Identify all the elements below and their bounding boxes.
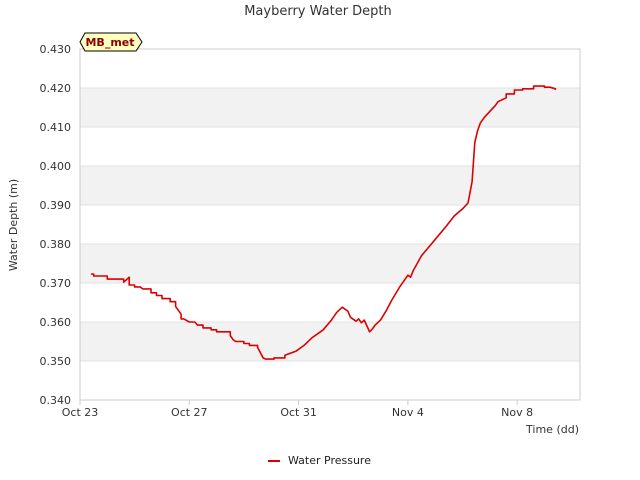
y-tick-label: 0.360 <box>40 316 72 329</box>
gridlines <box>80 87 580 362</box>
plot-band <box>80 88 580 127</box>
x-axis-ticks: Oct 23 Oct 27 Oct 31 Nov 4 Nov 8 <box>62 400 533 419</box>
y-tick-label: 0.430 <box>40 43 72 56</box>
x-axis-label: Time (dd) <box>525 423 579 436</box>
plot-area-border <box>79 48 581 401</box>
plot-band <box>80 166 580 205</box>
y-tick-label: 0.400 <box>40 160 72 173</box>
y-tick-label: 0.380 <box>40 238 72 251</box>
y-tick-label: 0.410 <box>40 121 72 134</box>
y-tick-label: 0.340 <box>40 394 72 407</box>
legend: Water Pressure <box>268 454 371 467</box>
x-tick-label: Oct 23 <box>62 406 99 419</box>
site-badge-label: MB_met <box>85 36 134 49</box>
x-tick-label: Oct 27 <box>171 406 208 419</box>
site-badge-shape <box>79 32 143 52</box>
y-tick-label: 0.370 <box>40 277 72 290</box>
plot-background-bands <box>80 88 580 361</box>
legend-label-water-pressure: Water Pressure <box>288 454 371 467</box>
series-line-water-pressure <box>90 85 557 360</box>
y-tick-label: 0.420 <box>40 82 72 95</box>
plot-band <box>80 244 580 283</box>
y-axis-ticks: 0.340 0.350 0.360 0.370 0.380 0.390 0.400 0.410… <box>40 43 72 407</box>
x-tick-label: Nov 4 <box>392 406 424 419</box>
plot-band <box>80 322 580 361</box>
x-tick-label: Nov 8 <box>501 406 533 419</box>
site-badge: MB_met <box>79 32 143 52</box>
y-axis-label: Water Depth (m) <box>7 179 20 271</box>
y-tick-label: 0.390 <box>40 199 72 212</box>
y-tick-label: 0.350 <box>40 355 72 368</box>
x-tick-label: Oct 31 <box>280 406 317 419</box>
chart-title: Mayberry Water Depth <box>244 4 392 19</box>
